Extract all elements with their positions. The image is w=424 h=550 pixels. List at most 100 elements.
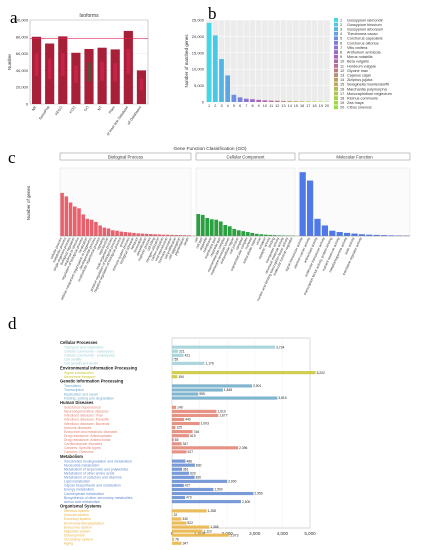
chart-d-value-label: 427 — [185, 484, 191, 488]
chart-d-category-label: Metabolism of other amino acids — [64, 472, 115, 476]
chart-c-bar — [336, 232, 343, 236]
chart-d-bar — [172, 384, 253, 388]
chart-d-bar — [172, 421, 200, 426]
chart-c-bar — [200, 214, 205, 236]
chart-d-bar — [172, 467, 182, 471]
chart-d-category-label: Nucleotide metabolism — [64, 463, 99, 467]
chart-c-bar — [223, 225, 228, 236]
chart-d-frame — [171, 337, 311, 529]
chart-d-bar — [172, 537, 175, 541]
chart-d-category-label: Excretory system — [64, 517, 91, 521]
chart-c-xtick: growth — [118, 237, 126, 248]
chart-b-legend-number: 2 — [340, 23, 342, 27]
chart-d-bar — [172, 509, 207, 513]
chart-b-bar — [231, 94, 237, 102]
chart-b-legend-swatch — [334, 100, 338, 105]
chart-d-bar — [172, 541, 182, 545]
chart-c-group-label: Biological Process — [108, 155, 143, 160]
chart-c-bar — [144, 233, 149, 236]
chart-a-bar-highlight — [87, 62, 91, 82]
chart-a-xtick: KOG — [69, 105, 77, 114]
chart-d-bar — [172, 446, 239, 450]
chart-d-group-label: Environmental Information Processing — [60, 365, 137, 370]
chart-b-legend-number: 15 — [340, 83, 344, 87]
chart-b-legend-label: Cajanus cajan — [347, 74, 371, 78]
chart-d-value-label: 2,901 — [253, 384, 261, 388]
chart-b-xtick: 15 — [294, 104, 298, 108]
chart-c-bar — [89, 219, 94, 236]
chart-d-bar — [172, 349, 179, 353]
chart-c-bar — [178, 235, 183, 236]
chart-d-category-label: Endocrine and metabolic diseases — [64, 430, 118, 434]
chart-b-xtick: 9 — [258, 104, 260, 108]
chart-c-bar — [214, 219, 219, 236]
chart-a-xtick: Pfam — [108, 105, 116, 114]
chart-c-xtick: signaling — [96, 237, 105, 251]
chart-b-legend-swatch — [334, 59, 338, 64]
chart-d-group-label: Organismal Systems — [60, 504, 102, 509]
chart-b-legend-swatch — [334, 64, 338, 68]
chart-b-legend-label: Zea mays — [347, 101, 364, 105]
chart-b-xtick: 14 — [288, 104, 292, 108]
chart-d-value-label: 55 — [175, 357, 179, 361]
chart-b-legend: 1 Gossypium raimondii 2 Gossypium hirsutum 3… — [334, 18, 392, 110]
chart-c-bar — [259, 234, 264, 236]
chart-d-category-label: Membrane transport — [64, 375, 96, 379]
chart-d-bar — [172, 483, 184, 487]
chart-b-bar — [256, 99, 262, 102]
chart-d-category-label: Signal transduction — [64, 371, 94, 375]
chart-d-category-label: Cellular community - prokaryotes — [64, 354, 115, 358]
chart-c-bar — [153, 234, 157, 236]
chart-a-xtick: all Databases — [126, 105, 142, 125]
chart-b-xtick: 8 — [251, 104, 253, 108]
chart-b-legend-swatch — [334, 18, 338, 22]
chart-c-bar — [380, 235, 388, 236]
chart-d-category-label: Carbohydrate metabolism — [64, 492, 104, 496]
chart-b-legend-swatch — [334, 82, 338, 87]
chart-b-xtick: 19 — [319, 104, 323, 108]
chart-b-legend-swatch — [334, 87, 338, 91]
chart-b-legend-number: 16 — [340, 87, 344, 91]
chart-d-value-label: 522 — [187, 521, 193, 525]
chart-d-category-label: Drug resistance: Antineoplastic — [64, 434, 112, 438]
chart-b-xtick: 4 — [227, 104, 229, 108]
chart-b-xtick: 3 — [220, 104, 222, 108]
chart-d-category-label: Development — [64, 533, 85, 537]
chart-b-legend-number: 19 — [340, 101, 344, 105]
chart-c-xtick: behavior — [130, 236, 139, 250]
chart-c-bar — [157, 234, 162, 236]
chart-d-bar — [172, 392, 199, 396]
chart-d-value-label: 440 — [185, 418, 191, 422]
chart-c-xtick: toxin activity — [344, 236, 356, 255]
chart-b-bar — [287, 101, 293, 102]
chart-c-bar — [306, 180, 314, 236]
chart-d-bar — [172, 361, 205, 365]
chart-c-bar — [123, 232, 128, 236]
chart-c-bar — [149, 234, 153, 236]
chart-b-legend-label: Theobroma cacao — [347, 32, 378, 36]
chart-b-bar — [293, 101, 299, 102]
chart-b-bar — [243, 98, 249, 102]
chart-d-bar — [172, 496, 186, 500]
chart-c-bar — [232, 228, 237, 236]
panel-letter-c: c — [8, 148, 16, 167]
chart-c-xtick: cell killing — [146, 237, 156, 252]
chart-d-category-label: Transcription — [64, 388, 84, 392]
chart-b-xtick: 5 — [233, 104, 235, 108]
chart-c-xtick: synapse — [258, 237, 267, 250]
chart-c-bar — [321, 225, 329, 236]
chart-b-legend-label: Marchantia polymorpha — [347, 87, 388, 91]
chart-b-legend-swatch — [334, 96, 338, 100]
chart-d-category-label: Digestive system — [64, 529, 91, 533]
chart-b-xtick: 11 — [269, 104, 273, 108]
chart-c-bar — [263, 234, 268, 236]
chart-c-bar — [127, 232, 132, 236]
chart-d-value-label: 619 — [190, 434, 196, 438]
chart-d-bar — [172, 357, 174, 361]
chart-d-category-label: Immune diseases — [64, 426, 92, 430]
chart-d-category-label: Aging — [64, 542, 73, 546]
chart-d-value-label: 830 — [196, 463, 202, 467]
chart-d-bar — [172, 375, 178, 379]
chart-b-legend-number: 11 — [340, 64, 344, 68]
chart-b-legend-label: Ricinus communis — [347, 97, 378, 101]
